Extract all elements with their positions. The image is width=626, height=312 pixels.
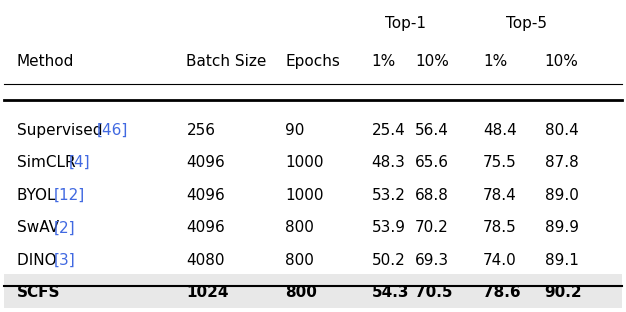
- Text: Method: Method: [16, 54, 74, 69]
- Text: Epochs: Epochs: [285, 54, 340, 69]
- Text: 800: 800: [285, 253, 314, 268]
- Text: 1024: 1024: [187, 285, 229, 300]
- Text: 1000: 1000: [285, 188, 324, 203]
- Text: [3]: [3]: [54, 253, 76, 268]
- Text: 78.4: 78.4: [483, 188, 516, 203]
- Text: 10%: 10%: [545, 54, 578, 69]
- Text: 80.4: 80.4: [545, 123, 578, 138]
- Text: 89.0: 89.0: [545, 188, 578, 203]
- Text: 4096: 4096: [187, 188, 225, 203]
- Text: 56.4: 56.4: [415, 123, 449, 138]
- Text: 87.8: 87.8: [545, 155, 578, 170]
- Text: 68.8: 68.8: [415, 188, 449, 203]
- Text: SCFS: SCFS: [16, 285, 60, 300]
- Text: 53.9: 53.9: [372, 220, 406, 235]
- Text: 89.9: 89.9: [545, 220, 578, 235]
- Text: 4096: 4096: [187, 155, 225, 170]
- Text: 25.4: 25.4: [372, 123, 406, 138]
- Text: SwAV: SwAV: [16, 220, 63, 235]
- Text: 800: 800: [285, 285, 317, 300]
- Text: 4080: 4080: [187, 253, 225, 268]
- Text: 78.5: 78.5: [483, 220, 516, 235]
- Text: 53.2: 53.2: [372, 188, 406, 203]
- Text: 90.2: 90.2: [545, 285, 582, 300]
- Text: 50.2: 50.2: [372, 253, 406, 268]
- Text: Batch Size: Batch Size: [187, 54, 267, 69]
- Text: 1000: 1000: [285, 155, 324, 170]
- Text: 4096: 4096: [187, 220, 225, 235]
- Text: [12]: [12]: [54, 188, 85, 203]
- Text: SimCLR: SimCLR: [16, 155, 80, 170]
- Text: Top-1: Top-1: [385, 16, 426, 31]
- Text: [46]: [46]: [97, 123, 128, 138]
- Text: [4]: [4]: [68, 155, 90, 170]
- Text: 1%: 1%: [372, 54, 396, 69]
- Text: 90: 90: [285, 123, 305, 138]
- Text: 10%: 10%: [415, 54, 449, 69]
- Text: 69.3: 69.3: [415, 253, 449, 268]
- Text: 70.5: 70.5: [415, 285, 453, 300]
- Text: 256: 256: [187, 123, 215, 138]
- Text: 54.3: 54.3: [372, 285, 409, 300]
- Text: 800: 800: [285, 220, 314, 235]
- Text: 74.0: 74.0: [483, 253, 516, 268]
- Text: 70.2: 70.2: [415, 220, 449, 235]
- Text: 78.6: 78.6: [483, 285, 520, 300]
- Text: 48.4: 48.4: [483, 123, 516, 138]
- FancyBboxPatch shape: [4, 274, 622, 312]
- Text: DINO: DINO: [16, 253, 61, 268]
- Text: [2]: [2]: [54, 220, 76, 235]
- Text: 75.5: 75.5: [483, 155, 516, 170]
- Text: BYOL: BYOL: [16, 188, 60, 203]
- Text: 65.6: 65.6: [415, 155, 449, 170]
- Text: 48.3: 48.3: [372, 155, 406, 170]
- Text: 89.1: 89.1: [545, 253, 578, 268]
- Text: Supervised: Supervised: [16, 123, 107, 138]
- Text: Top-5: Top-5: [506, 16, 546, 31]
- Text: 1%: 1%: [483, 54, 507, 69]
